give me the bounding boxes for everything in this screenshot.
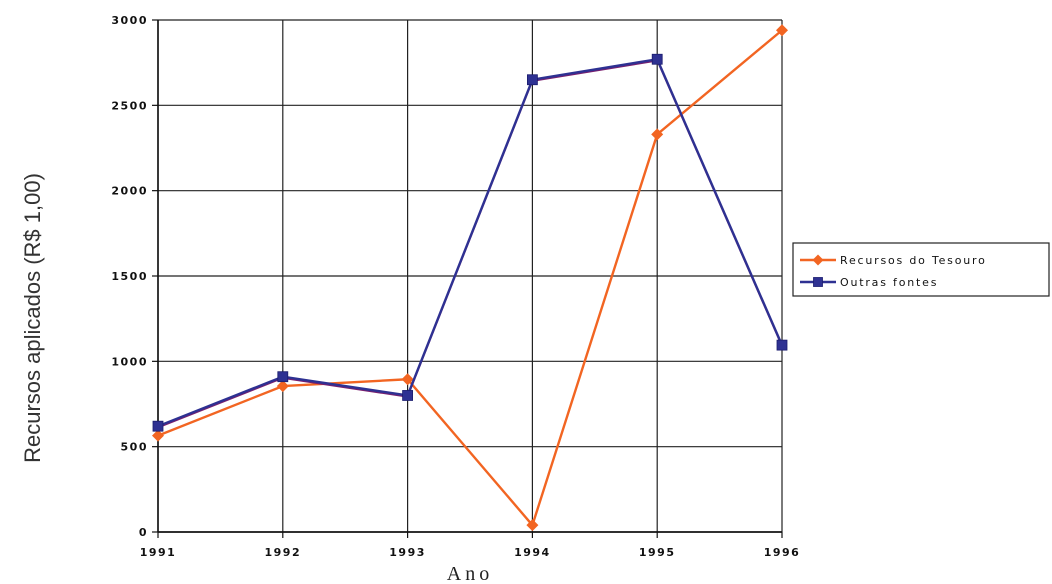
y-tick-label: 2000 bbox=[111, 185, 148, 198]
data-point-diamond bbox=[526, 519, 539, 532]
legend-box bbox=[792, 242, 1050, 297]
legend-item: Recursos do Tesouro bbox=[800, 254, 987, 267]
data-point-square bbox=[402, 390, 414, 401]
y-tick-label: 1500 bbox=[111, 270, 148, 283]
y-tick-label: 1000 bbox=[111, 355, 148, 368]
series-line bbox=[157, 29, 783, 527]
data-point-diamond bbox=[276, 380, 289, 393]
data-point-diamond bbox=[812, 254, 824, 266]
x-tick-label: 1991 bbox=[140, 546, 177, 559]
x-axis-ticks: 1991 1992 1993 1994 1995 1996 bbox=[140, 532, 801, 559]
x-tick-label: 1994 bbox=[514, 546, 551, 559]
legend-label: Outras fontes bbox=[840, 276, 938, 289]
x-tick-label: 1996 bbox=[764, 546, 801, 559]
data-point-square bbox=[813, 277, 823, 287]
data-point-square bbox=[277, 371, 289, 383]
series-group bbox=[152, 24, 788, 532]
legend-item: Outras fontes bbox=[800, 276, 938, 289]
x-tick-label: 1993 bbox=[389, 546, 426, 559]
data-point-square bbox=[527, 74, 538, 86]
y-axis-ticks: 0 500 1000 1500 2000 2500 3000 bbox=[111, 14, 158, 539]
y-tick-label: 0 bbox=[139, 526, 148, 539]
data-point-square bbox=[651, 53, 663, 65]
y-tick-label: 500 bbox=[121, 441, 148, 454]
data-point-diamond bbox=[651, 128, 664, 141]
y-tick-label: 3000 bbox=[111, 14, 148, 27]
x-tick-label: 1995 bbox=[639, 546, 676, 559]
x-tick-label: 1992 bbox=[264, 546, 301, 559]
x-axis-label: Ano bbox=[447, 563, 493, 584]
data-point-diamond bbox=[776, 24, 788, 37]
series-line bbox=[157, 58, 784, 428]
legend: Recursos do Tesouro Outras fontes bbox=[792, 242, 1050, 297]
data-point-square bbox=[776, 339, 788, 351]
series-outras-fontes bbox=[152, 53, 788, 432]
series-line-shadow bbox=[157, 59, 783, 429]
y-tick-label: 2500 bbox=[111, 99, 148, 112]
y-axis-label: Recursos aplicados (R$ 1,00) bbox=[20, 173, 45, 463]
data-point-diamond bbox=[152, 429, 164, 442]
series-recursos-do-tesouro bbox=[152, 24, 788, 532]
data-point-diamond bbox=[401, 373, 414, 386]
legend-label: Recursos do Tesouro bbox=[840, 254, 987, 267]
grid bbox=[157, 19, 783, 533]
data-point-square bbox=[152, 420, 164, 432]
